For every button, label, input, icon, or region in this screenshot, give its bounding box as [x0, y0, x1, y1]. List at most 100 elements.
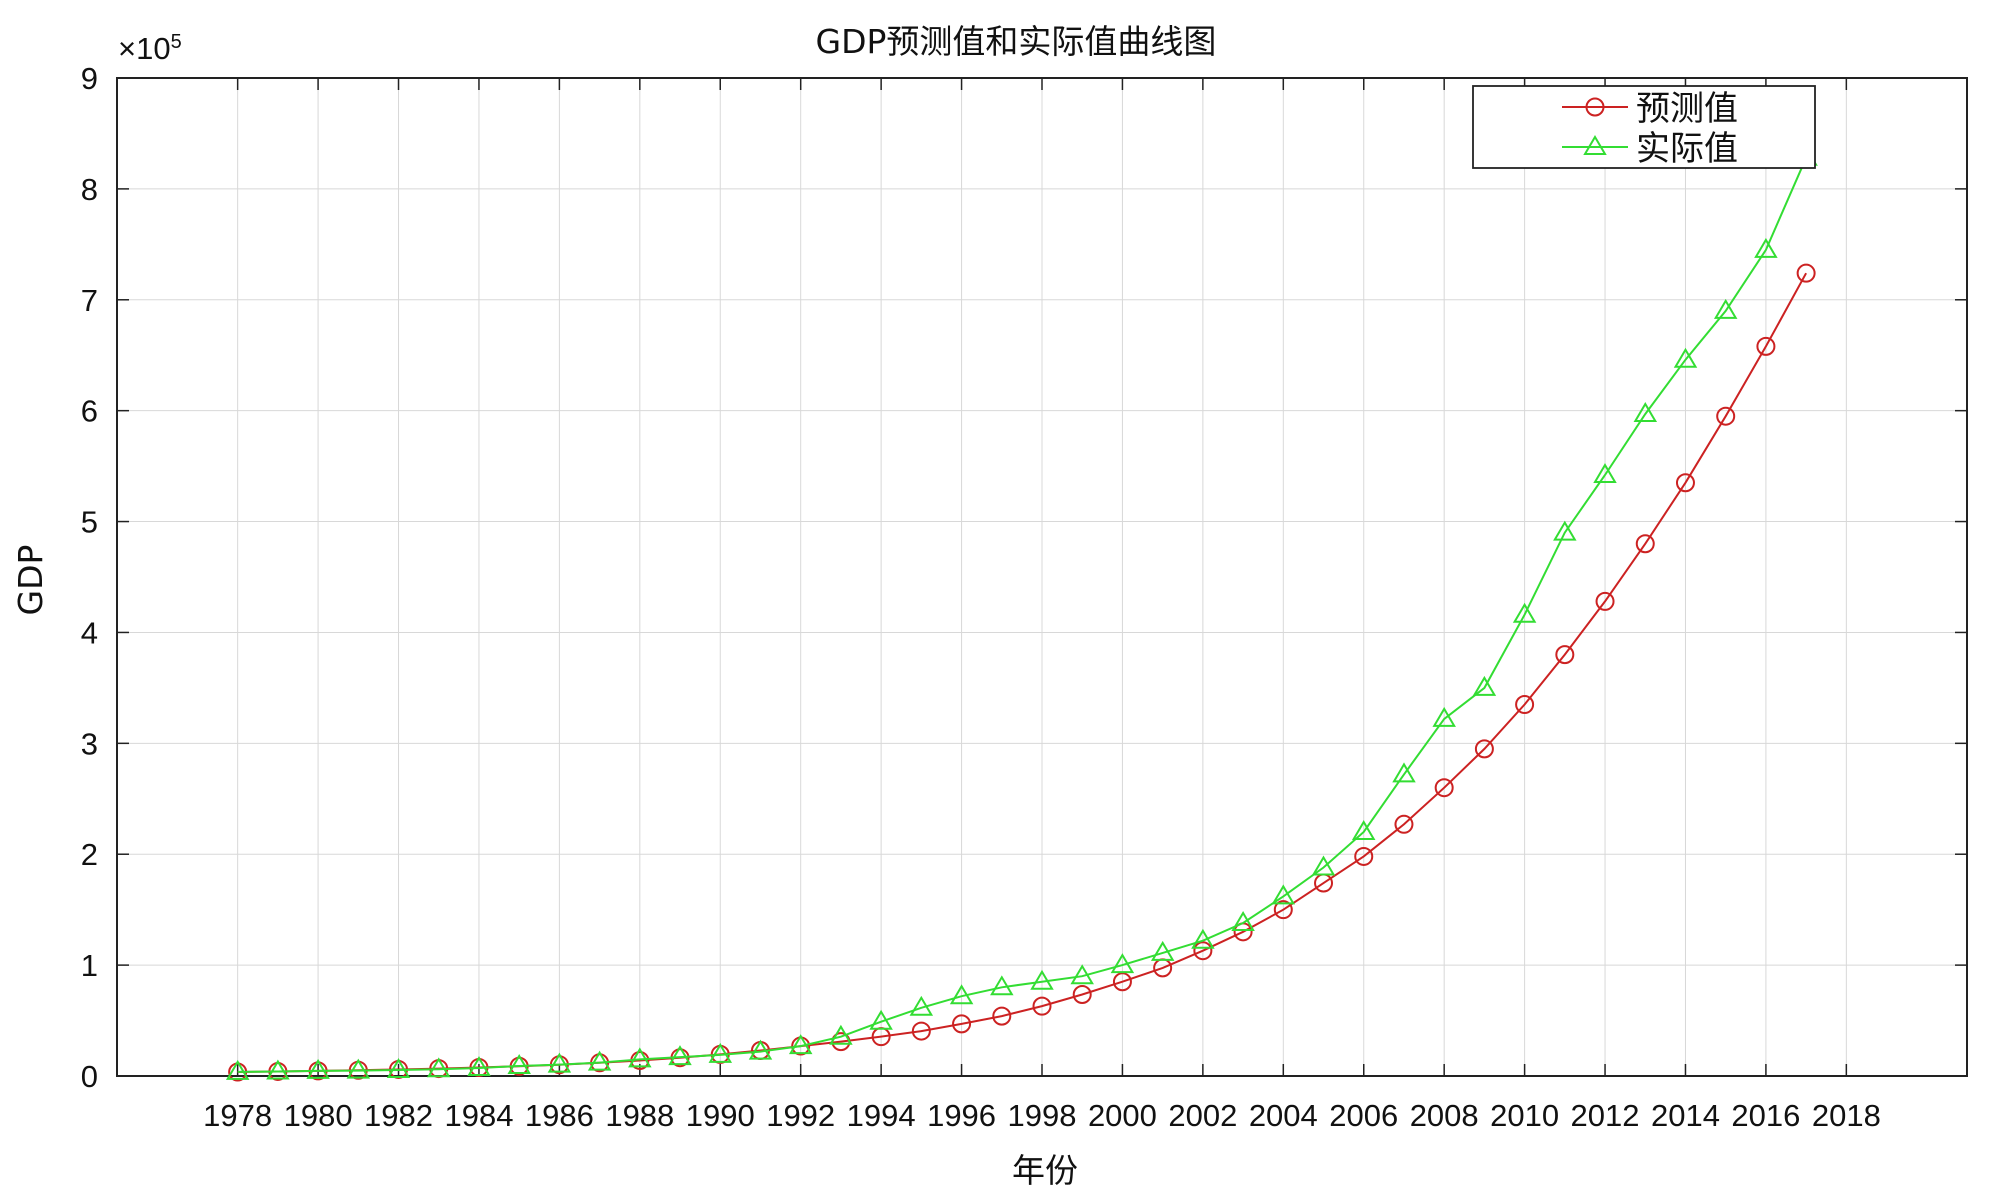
x-tick-label: 1992	[766, 1098, 835, 1133]
x-tick-label: 1980	[284, 1098, 353, 1133]
data-point-triangle	[1713, 298, 1738, 319]
data-point-circle	[1072, 984, 1092, 1004]
data-point-triangle	[788, 1034, 813, 1055]
x-tick-label: 2008	[1410, 1098, 1479, 1133]
x-tick-label: 2012	[1571, 1098, 1640, 1133]
data-point-triangle	[668, 1045, 692, 1066]
data-point-triangle	[1432, 706, 1456, 727]
data-point-triangle	[1030, 969, 1054, 990]
data-point-triangle	[1553, 520, 1577, 541]
data-point-triangle	[1191, 928, 1215, 949]
data-point-triangle	[306, 1058, 330, 1079]
data-point-triangle	[1351, 820, 1376, 840]
data-point-circle	[1273, 900, 1293, 920]
x-tick-label: 1990	[686, 1098, 755, 1133]
x-tick-label: 2016	[1731, 1098, 1800, 1133]
data-point-triangle	[1593, 463, 1617, 483]
data-point-triangle	[1512, 602, 1537, 623]
data-point-triangle	[949, 984, 974, 1005]
legend: 预测值 实际值	[1472, 85, 1816, 169]
x-tick-label: 1998	[1008, 1098, 1077, 1133]
data-point-triangle	[708, 1042, 733, 1063]
data-point-circle	[1675, 473, 1695, 493]
data-point-triangle	[1150, 940, 1175, 961]
data-point-circle	[1394, 814, 1414, 834]
x-tick-label: 1982	[364, 1098, 433, 1133]
y-tick-label: 4	[81, 615, 98, 650]
data-point-triangle	[1070, 964, 1094, 985]
y-axis-tick-labels: 0 1 2 3 4 5 6 7 8 9	[81, 61, 98, 1094]
data-point-circle	[1716, 406, 1736, 426]
data-point-circle	[1112, 972, 1132, 992]
legend-entry-predicted: 预测值	[1562, 89, 1738, 129]
y-tick-label: 6	[81, 394, 98, 429]
y-tick-label: 2	[81, 837, 98, 872]
x-tick-label: 1988	[605, 1098, 674, 1133]
y-tick-label: 3	[81, 726, 98, 761]
data-point-triangle	[1311, 855, 1336, 876]
data-point-circle	[992, 1006, 1012, 1026]
data-series	[225, 145, 1818, 1082]
data-point-circle	[1032, 996, 1052, 1016]
data-point-triangle	[507, 1054, 531, 1074]
data-point-circle	[1434, 778, 1454, 798]
data-point-triangle	[386, 1058, 411, 1078]
data-point-triangle	[266, 1059, 290, 1080]
data-point-triangle	[909, 995, 934, 1016]
y-axis-label: GDP	[11, 545, 50, 616]
data-point-circle	[1635, 534, 1655, 554]
x-tick-label: 1978	[203, 1098, 272, 1133]
data-point-circle	[1555, 645, 1575, 665]
data-point-triangle	[628, 1047, 652, 1068]
x-tick-label: 2000	[1088, 1098, 1157, 1133]
x-tick-label: 1984	[444, 1098, 513, 1133]
data-point-circle	[1354, 846, 1374, 866]
data-point-circle	[952, 1014, 972, 1034]
data-point-triangle	[225, 1059, 250, 1080]
legend-label-predicted: 预测值	[1636, 89, 1738, 129]
x-tick-label: 1994	[847, 1098, 916, 1133]
data-point-triangle	[1110, 953, 1135, 974]
data-point-circle	[1515, 695, 1535, 715]
data-point-circle	[1193, 941, 1213, 961]
data-point-triangle	[547, 1052, 572, 1073]
data-point-triangle	[1472, 675, 1497, 696]
data-point-triangle	[1392, 762, 1416, 783]
data-point-triangle	[990, 975, 1014, 996]
data-point-triangle	[1633, 402, 1658, 422]
data-point-circle	[1595, 591, 1615, 611]
data-point-circle	[911, 1021, 931, 1041]
series-actual	[225, 145, 1818, 1080]
x-axis-label: 年份	[1012, 1151, 1078, 1190]
legend-box	[1472, 85, 1816, 169]
legend-marker-triangle-icon	[1583, 135, 1607, 155]
y-axis-multiplier: ×105	[118, 31, 182, 66]
data-point-triangle	[426, 1057, 451, 1078]
data-point-triangle	[1673, 347, 1698, 368]
x-tick-label: 2014	[1651, 1098, 1720, 1133]
data-point-circle	[1756, 336, 1776, 356]
legend-marker-circle-icon	[1585, 97, 1605, 117]
y-tick-label: 9	[81, 61, 98, 96]
x-tick-label: 2004	[1249, 1098, 1318, 1133]
x-tick-label: 2002	[1168, 1098, 1237, 1133]
chart-title: GDP预测值和实际值曲线图	[816, 22, 1217, 61]
data-point-triangle	[1754, 237, 1778, 258]
data-point-triangle	[587, 1050, 612, 1071]
y-tick-label: 5	[81, 505, 98, 540]
y-tick-label: 7	[81, 283, 98, 318]
data-point-triangle	[829, 1024, 853, 1045]
data-point-triangle	[1271, 884, 1296, 905]
x-tick-label: 2018	[1812, 1098, 1881, 1133]
data-point-triangle	[467, 1056, 491, 1076]
data-point-circle	[1796, 263, 1816, 283]
data-point-triangle	[869, 1009, 893, 1030]
data-point-triangle	[748, 1039, 773, 1060]
data-point-triangle	[346, 1058, 371, 1079]
x-axis-tick-labels: 1978 1980 1982 1984 1986 1988 1990 1992 1994 1996…	[203, 1098, 1881, 1133]
data-point-circle	[1474, 739, 1494, 759]
x-tick-label: 1986	[525, 1098, 594, 1133]
y-tick-label: 1	[81, 948, 98, 983]
